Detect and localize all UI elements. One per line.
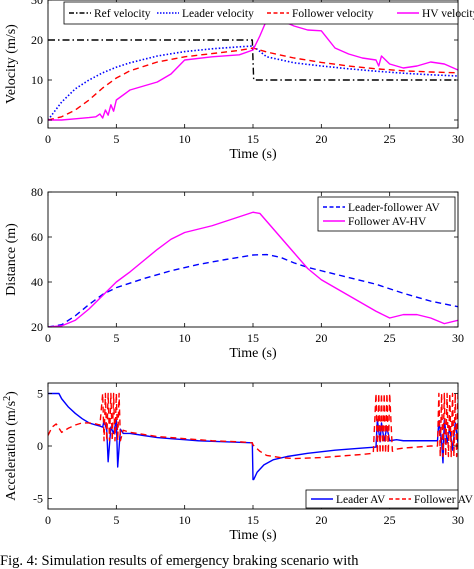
x-axis-label: Time (s) — [229, 346, 277, 361]
y-axis-label: Distance (m) — [4, 223, 19, 296]
x-tick-label: 0 — [45, 132, 51, 146]
x-tick-label: 15 — [247, 132, 259, 146]
x-tick-label: 25 — [384, 331, 396, 345]
x-tick-label: 15 — [247, 331, 259, 345]
x-tick-label: 20 — [315, 132, 327, 146]
x-tick-label: 15 — [247, 513, 259, 527]
x-tick-label: 5 — [113, 331, 119, 345]
x-tick-label: 20 — [315, 513, 327, 527]
legend: Leader AV Follower AV — [305, 489, 474, 509]
series-line-0-3 — [48, 18, 458, 121]
series-line-1-0 — [48, 253, 458, 327]
legend-entry: HV velocity — [422, 8, 474, 20]
legend-entry: Ref velocity — [94, 8, 151, 20]
chart-distance: 0 5 10 15 20 25 30 20 40 60 80 Time (s) Distance (m)… — [4, 185, 464, 361]
series-line-0-2 — [48, 47, 458, 121]
series-line-0-1 — [48, 45, 458, 121]
chart-velocity: 0 5 10 15 20 25 30 0 10 20 30 Time (s) Velocity (m/s… — [4, 0, 474, 162]
y-tick-label: 10 — [31, 73, 43, 87]
y-tick-label: 20 — [31, 33, 43, 47]
legend: Leader-follower AV Follower AV-HV — [317, 196, 456, 232]
x-tick-label: 10 — [179, 132, 191, 146]
x-tick-label: 10 — [179, 331, 191, 345]
y-tick-label: 20 — [31, 320, 43, 334]
x-tick-label: 0 — [45, 331, 51, 345]
x-axis-label: Time (s) — [229, 528, 277, 543]
x-axis-label: Time (s) — [229, 147, 277, 162]
x-tick-label: 30 — [452, 513, 464, 527]
y-tick-label: 60 — [31, 230, 43, 244]
series-line-0-0 — [48, 39, 458, 81]
y-axis-label: Acceleration (m/s2) — [2, 391, 19, 501]
x-tick-label: 30 — [452, 132, 464, 146]
x-tick-label: 20 — [315, 331, 327, 345]
y-tick-label: 40 — [31, 275, 43, 289]
figure-caption: Fig. 4: Simulation results of emergency … — [0, 553, 359, 569]
x-tick-label: 10 — [179, 513, 191, 527]
x-tick-label: 25 — [384, 132, 396, 146]
y-tick-label: 5 — [37, 387, 43, 401]
y-axis-label: Velocity (m/s) — [4, 24, 19, 104]
y-tick-label: 30 — [31, 0, 43, 7]
legend-entry: Leader-follower AV — [348, 202, 441, 214]
legend-entry: Follower AV — [414, 494, 474, 506]
x-tick-label: 5 — [113, 513, 119, 527]
legend-entry: Follower AV-HV — [348, 216, 427, 228]
legend-entry: Follower velocity — [292, 8, 374, 20]
y-tick-label: 0 — [37, 113, 43, 127]
y-tick-label: -5 — [33, 492, 43, 506]
series-line-2-1 — [48, 392, 458, 460]
legend: Ref velocity Leader velocity Follower velo… — [63, 1, 474, 25]
x-tick-label: 5 — [113, 132, 119, 146]
y-tick-label: 0 — [37, 439, 43, 453]
series-line-2-0 — [48, 392, 458, 481]
series-line-1-1 — [48, 211, 458, 327]
x-tick-label: 25 — [384, 513, 396, 527]
legend-entry: Leader AV — [336, 494, 386, 506]
x-tick-label: 0 — [45, 513, 51, 527]
y-tick-label: 80 — [31, 185, 43, 199]
legend-entry: Leader velocity — [182, 8, 254, 20]
x-tick-label: 30 — [452, 331, 464, 345]
